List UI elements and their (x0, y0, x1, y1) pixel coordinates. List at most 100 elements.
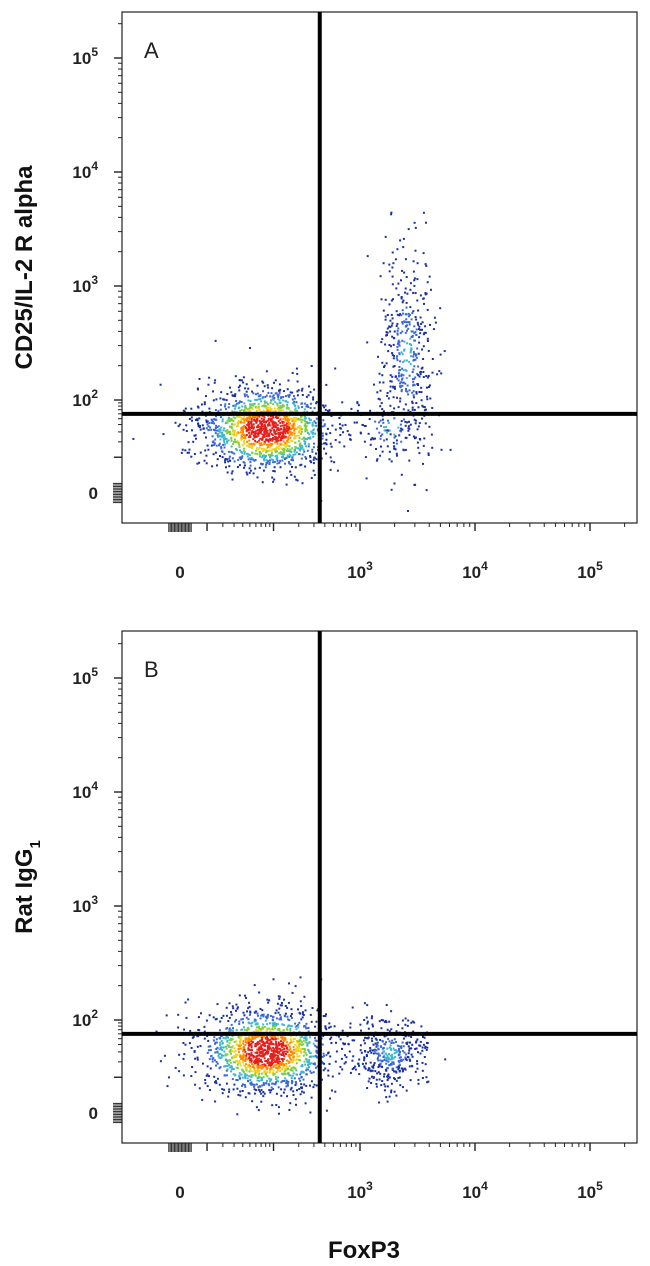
event-dot (191, 1066, 194, 1068)
event-dot (313, 407, 316, 410)
event-dot (399, 369, 401, 371)
event-dot (397, 1059, 400, 1062)
event-dot (414, 422, 417, 425)
event-dot (231, 1067, 234, 1070)
event-dot (439, 353, 442, 356)
event-dot (316, 1056, 318, 1059)
event-dot (281, 1059, 284, 1062)
event-dot (427, 454, 430, 456)
event-dot (383, 1073, 386, 1076)
event-dot (269, 442, 272, 445)
event-dot (221, 1049, 224, 1051)
event-dot (303, 1037, 306, 1040)
event-dot (395, 439, 398, 442)
event-dot (272, 470, 275, 472)
event-dot (231, 1056, 234, 1059)
event-dot (233, 1047, 236, 1050)
event-dot (292, 1090, 295, 1093)
event-dot (248, 1064, 250, 1067)
event-dot (272, 1056, 275, 1059)
event-dot (325, 452, 328, 455)
event-dot (404, 368, 407, 371)
event-dot (391, 275, 394, 278)
event-dot (410, 1021, 413, 1024)
event-dot (407, 327, 410, 330)
event-dot (275, 1050, 278, 1053)
event-dot (424, 325, 427, 328)
event-dot (260, 1076, 263, 1079)
event-dot (333, 461, 336, 464)
event-dot (283, 1044, 285, 1047)
event-dot (409, 1079, 412, 1082)
event-dot (431, 407, 434, 409)
event-dot (297, 447, 299, 450)
event-dot (190, 1047, 193, 1049)
event-dot (389, 380, 392, 383)
event-dot (206, 1051, 209, 1054)
event-dot (290, 1082, 293, 1085)
event-dot (271, 1035, 274, 1038)
event-dot (277, 428, 280, 431)
event-dot (397, 406, 400, 409)
event-dot (275, 446, 278, 449)
event-dot (308, 421, 311, 424)
event-dot (375, 448, 377, 450)
event-dot (261, 443, 263, 446)
event-dot (330, 415, 333, 417)
event-dot (304, 428, 307, 431)
event-dot (364, 1050, 367, 1053)
event-dot (247, 410, 250, 413)
event-dot (255, 1083, 258, 1086)
event-dot (280, 406, 283, 409)
event-dot (399, 313, 402, 316)
event-dot (297, 434, 300, 437)
event-dot (269, 415, 272, 418)
event-dot (287, 423, 290, 426)
event-dot (188, 1042, 191, 1045)
event-dot (230, 472, 233, 475)
event-dot (246, 418, 248, 420)
event-dot (399, 360, 402, 363)
event-dot (394, 1049, 397, 1051)
event-dot (264, 404, 267, 407)
event-dot (301, 1090, 303, 1093)
event-dot (226, 1065, 229, 1067)
event-dot (296, 1055, 299, 1058)
event-dot (401, 339, 404, 342)
event-dot (262, 1013, 265, 1016)
event-dot (261, 1038, 263, 1041)
event-dot (285, 1050, 288, 1053)
event-dot (342, 1042, 345, 1045)
event-dot (292, 1094, 295, 1096)
event-dot (358, 1073, 361, 1076)
event-dot (264, 396, 267, 398)
event-dot (265, 420, 268, 423)
event-dot (259, 427, 262, 430)
event-dot (247, 445, 250, 448)
event-dot (276, 440, 279, 443)
event-dot (278, 1018, 281, 1021)
event-dot (304, 465, 307, 468)
event-dot (383, 426, 386, 429)
event-dot (239, 1041, 242, 1044)
event-dot (418, 325, 421, 328)
event-dot (238, 1022, 241, 1025)
event-dot (265, 1017, 268, 1020)
event-dot (246, 444, 249, 447)
event-dot (263, 1069, 266, 1072)
event-dot (279, 452, 282, 454)
event-dot (285, 427, 288, 430)
event-dot (230, 1052, 232, 1055)
event-dot (275, 1078, 278, 1081)
event-dot (297, 1040, 300, 1043)
event-dot (299, 1059, 301, 1062)
plot-frame (121, 630, 638, 1144)
event-dot (401, 428, 404, 431)
event-dot (409, 288, 412, 291)
event-dot (228, 417, 230, 419)
event-dot (416, 428, 419, 431)
event-dot (305, 1022, 308, 1025)
event-dot (370, 438, 372, 441)
event-dot (412, 310, 415, 313)
event-dot (272, 1019, 274, 1022)
